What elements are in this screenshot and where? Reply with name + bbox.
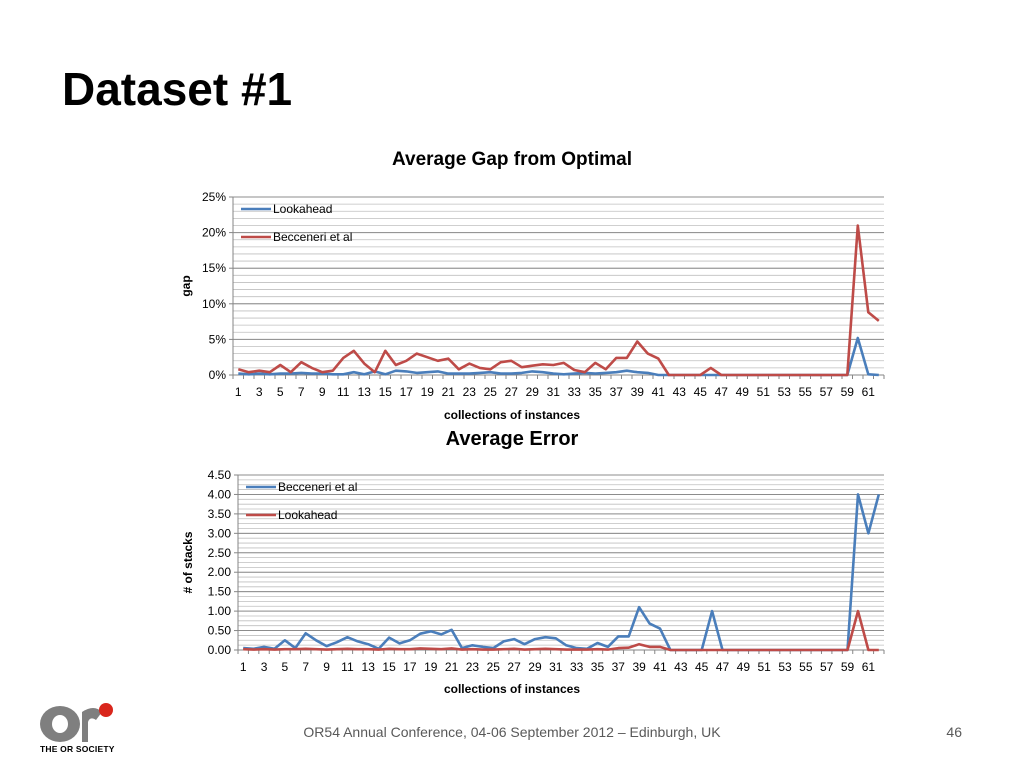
x-tick-label: 19	[421, 385, 435, 399]
x-tick-label: 57	[820, 660, 834, 674]
x-tick-label: 27	[507, 660, 521, 674]
x-tick-label: 49	[737, 660, 751, 674]
logo-caption: THE OR SOCIETY	[40, 744, 115, 754]
y-tick-label: 0%	[209, 368, 227, 382]
y-tick-label: 15%	[202, 261, 226, 275]
x-tick-label: 5	[277, 385, 284, 399]
y-tick-label: 2.50	[208, 546, 232, 560]
x-tick-label: 29	[526, 385, 540, 399]
y-tick-label: 1.00	[208, 604, 232, 618]
x-tick-label: 33	[570, 660, 584, 674]
x-tick-label: 11	[337, 385, 350, 399]
y-tick-label: 0.50	[208, 624, 232, 638]
x-tick-label: 33	[568, 385, 582, 399]
y-tick-label: 3.50	[208, 507, 232, 521]
x-tick-label: 29	[528, 660, 542, 674]
x-tick-label: 59	[841, 660, 855, 674]
x-tick-label: 39	[631, 385, 645, 399]
x-axis-label: collections of instances	[444, 682, 580, 696]
series-line-becceneri-et-al	[237, 224, 880, 377]
legend-label: Becceneri et al	[278, 480, 357, 494]
y-tick-label: 20%	[202, 226, 226, 240]
y-tick-label: 0.00	[208, 643, 232, 657]
error-chart: Average Error 0.00 0.50 1.00 1.50 2.00 2.50 3.0…	[181, 428, 885, 696]
x-tick-label: 49	[736, 385, 750, 399]
x-tick-label: 21	[445, 660, 459, 674]
x-axis-label: collections of instances	[444, 408, 580, 420]
x-tick-label: 45	[694, 385, 708, 399]
legend-label: Becceneri et al	[273, 230, 352, 244]
x-tick-label: 47	[716, 660, 730, 674]
x-tick-label: 11	[341, 660, 354, 674]
x-tick-label: 35	[591, 660, 605, 674]
chart-title: Average Error	[446, 428, 579, 450]
page-number: 46	[946, 724, 962, 740]
y-tick-label: 4.00	[208, 487, 232, 501]
x-tick-label: 25	[487, 660, 501, 674]
logo-dot	[99, 703, 113, 717]
x-tick-label: 13	[358, 385, 372, 399]
x-tick-label: 37	[612, 660, 626, 674]
x-tick-label: 25	[484, 385, 498, 399]
slide-title: Dataset #1	[62, 63, 293, 115]
y-tick-label: 2.00	[208, 565, 232, 579]
x-tick-label: 31	[547, 385, 561, 399]
x-tick-label: 17	[403, 660, 417, 674]
footer-text: OR54 Annual Conference, 04-06 September …	[303, 724, 721, 740]
or-society-logo	[36, 700, 126, 762]
y-tick-label: 5%	[209, 332, 227, 346]
series-line-lookahead	[243, 609, 879, 652]
x-tick-label: 21	[442, 385, 456, 399]
x-tick-label: 27	[505, 385, 519, 399]
x-tick-label: 19	[424, 660, 438, 674]
x-tick-label: 9	[319, 385, 326, 399]
x-tick-label: 3	[261, 660, 268, 674]
x-tick-label: 7	[298, 385, 305, 399]
x-tick-label: 47	[715, 385, 729, 399]
x-tick-label: 15	[379, 385, 393, 399]
x-tick-label: 17	[400, 385, 414, 399]
x-tick-label: 23	[463, 385, 477, 399]
x-tick-label: 5	[282, 660, 289, 674]
x-tick-label: 31	[549, 660, 563, 674]
y-tick-label: 10%	[202, 297, 226, 311]
x-tick-label: 55	[799, 660, 813, 674]
x-tick-label: 23	[466, 660, 480, 674]
legend-label: Lookahead	[273, 202, 332, 216]
y-axis-label: # of stacks	[181, 531, 195, 593]
y-tick-label: 4.50	[208, 468, 232, 482]
x-tick-label: 41	[653, 660, 667, 674]
x-tick-label: 9	[323, 660, 330, 674]
x-tick-label: 43	[674, 660, 688, 674]
x-tick-label: 15	[382, 660, 396, 674]
chart-title: Average Gap from Optimal	[392, 149, 632, 170]
y-tick-label: 1.50	[208, 585, 232, 599]
x-tick-label: 39	[632, 660, 646, 674]
y-tick-label: 3.00	[208, 526, 232, 540]
x-tick-label: 55	[799, 385, 813, 399]
x-tick-label: 37	[610, 385, 624, 399]
x-tick-label: 51	[757, 660, 771, 674]
legend-label: Lookahead	[278, 508, 337, 522]
x-tick-label: 41	[652, 385, 666, 399]
x-tick-label: 1	[240, 660, 247, 674]
gap-chart: Average Gap from Optimal 0% 5% 10% 15% 20% 25%…	[179, 149, 885, 420]
x-tick-label: 43	[673, 385, 687, 399]
x-tick-label: 3	[256, 385, 263, 399]
logo-r-shape	[82, 708, 102, 742]
x-tick-label: 51	[757, 385, 771, 399]
y-tick-label: 25%	[202, 190, 226, 204]
x-tick-label: 13	[362, 660, 376, 674]
x-tick-label: 35	[589, 385, 603, 399]
x-tick-label: 57	[820, 385, 834, 399]
x-tick-label: 45	[695, 660, 709, 674]
y-axis-label: gap	[179, 275, 193, 296]
x-tick-label: 1	[235, 385, 242, 399]
x-tick-label: 7	[302, 660, 309, 674]
x-tick-label: 59	[841, 385, 855, 399]
x-tick-label: 61	[862, 660, 876, 674]
x-tick-label: 61	[862, 385, 876, 399]
x-tick-label: 53	[778, 660, 792, 674]
x-tick-label: 53	[778, 385, 792, 399]
